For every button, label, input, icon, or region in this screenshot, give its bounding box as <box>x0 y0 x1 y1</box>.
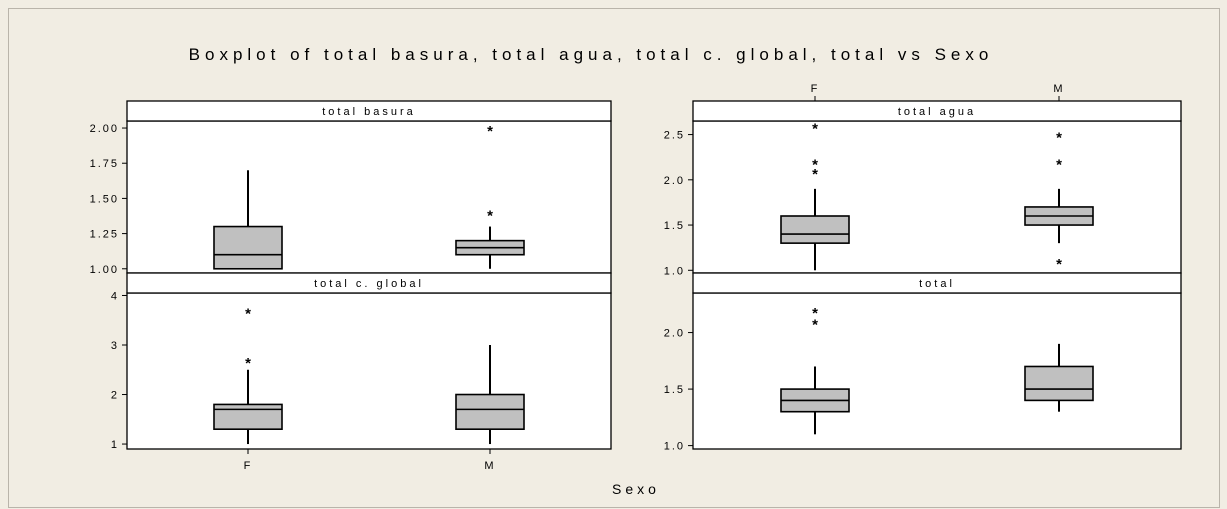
chart-title: Boxplot of total basura, total agua, tot… <box>189 45 994 64</box>
outlier-marker: * <box>812 166 818 183</box>
box-M: ** <box>455 123 525 269</box>
y-tick-label: 1.0 <box>664 441 685 453</box>
outlier-marker: * <box>1056 130 1062 147</box>
y-tick-label: 2.00 <box>90 123 119 135</box>
panel-strip-label: total c. global <box>314 278 424 290</box>
box-F <box>213 170 283 270</box>
outlier-marker: * <box>812 305 818 322</box>
box-iqr <box>780 215 850 244</box>
y-tick-label: 1.75 <box>90 158 119 170</box>
outlier-marker: * <box>245 305 251 322</box>
box-F: *** <box>780 121 850 271</box>
box-M <box>1024 343 1094 412</box>
chart-svg: Boxplot of total basura, total agua, tot… <box>90 45 1182 497</box>
y-tick-label: 2.0 <box>664 175 685 187</box>
panel-strip-label: total basura <box>322 106 415 118</box>
y-tick-label: 2.5 <box>664 130 685 142</box>
y-tick-label: 2 <box>111 390 119 402</box>
x-tick-label: F <box>811 83 820 95</box>
box-iqr <box>213 225 283 270</box>
box-iqr <box>1024 365 1094 402</box>
box-F: ** <box>780 305 850 435</box>
y-tick-label: 3 <box>111 340 119 352</box>
panel-plot-area <box>692 120 1182 274</box>
outlier-marker: * <box>1056 256 1062 273</box>
outlier-marker: * <box>245 355 251 372</box>
x-axis-label: Sexo <box>612 481 660 497</box>
outlier-marker: * <box>812 121 818 138</box>
x-tick-label: M <box>484 460 495 472</box>
y-tick-label: 1.5 <box>664 384 685 396</box>
y-tick-label: 1 <box>111 439 119 451</box>
x-tick-label: M <box>1053 83 1064 95</box>
panel-strip-label: total <box>919 278 955 290</box>
box-M: * * * <box>1024 130 1094 273</box>
outlier-marker: * <box>1056 157 1062 174</box>
panel-plot-area <box>126 292 612 450</box>
box-M <box>455 345 525 445</box>
panel-plot-area <box>126 120 612 274</box>
y-tick-label: 1.50 <box>90 193 119 205</box>
panel-strip <box>126 100 612 122</box>
outlier-marker: * <box>812 316 818 333</box>
y-tick-label: 1.0 <box>664 265 685 277</box>
panel-plot-area <box>692 292 1182 450</box>
panel-strip <box>692 272 1182 294</box>
panel-strip <box>126 272 612 294</box>
outlier-marker: * <box>487 123 493 140</box>
x-tick-label: F <box>244 460 253 472</box>
y-tick-label: 2.0 <box>664 328 685 340</box>
outlier-marker: * <box>487 207 493 224</box>
y-tick-label: 4 <box>111 290 119 302</box>
y-tick-label: 1.25 <box>90 229 119 241</box>
outlier-marker: * <box>812 157 818 174</box>
panels-layer: total basura1.001.251.501.752.00**total … <box>90 83 1182 472</box>
panel-total: total 1.0 1.5 2.0 ** <box>664 272 1182 453</box>
box-iqr <box>213 403 283 430</box>
panel-strip <box>692 100 1182 122</box>
y-tick-label: 1.5 <box>664 220 685 232</box>
box-iqr <box>455 393 525 430</box>
y-tick-label: 1.00 <box>90 264 119 276</box>
chart-frame: Boxplot of total basura, total agua, tot… <box>8 8 1220 508</box>
panel-strip-label: total agua <box>898 106 976 118</box>
box-F: ** <box>213 305 283 445</box>
